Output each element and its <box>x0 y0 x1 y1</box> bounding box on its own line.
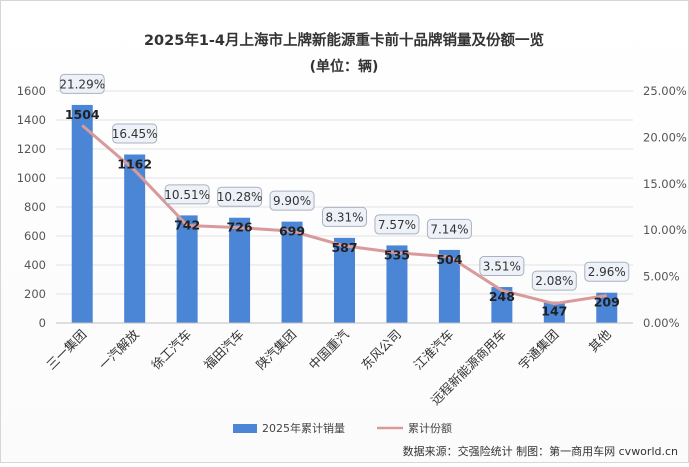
bar-value-label: 535 <box>384 247 410 262</box>
y-left-tick-label: 1600 <box>17 84 46 98</box>
y-right-tick-label: 10.00% <box>643 223 687 237</box>
share-value-label: 8.31% <box>325 210 363 224</box>
y-right-tick-label: 20.00% <box>643 130 687 144</box>
y-left-tick-label: 400 <box>24 258 46 272</box>
y-right-tick-label: 15.00% <box>643 177 687 191</box>
bar <box>281 221 303 323</box>
chart-subtitle: (单位：辆) <box>310 58 379 75</box>
bar <box>438 249 460 323</box>
y-left-tick-label: 800 <box>24 200 46 214</box>
bar <box>176 215 198 323</box>
line-series <box>81 124 608 306</box>
share-value-label: 7.14% <box>430 222 468 236</box>
y-right-tick-label: 0.00% <box>643 316 680 330</box>
x-category-label: 中国重汽 <box>306 326 352 372</box>
share-value-label: 16.45% <box>112 127 158 141</box>
gridlines <box>56 90 633 295</box>
y-left-tick-label: 200 <box>24 287 46 301</box>
share-value-label: 10.51% <box>164 188 210 202</box>
x-category-label: 福田汽车 <box>201 327 247 373</box>
share-label-box <box>426 218 472 239</box>
x-category-label: 三一集团 <box>43 327 89 373</box>
bar <box>386 245 408 323</box>
share-value-label: 21.29% <box>59 77 105 91</box>
y-left-tick-label: 600 <box>24 229 46 243</box>
legend-label-share: 累计份额 <box>408 422 452 435</box>
x-category-label: 陕汽集团 <box>253 327 299 373</box>
y-right-tick-label: 25.00% <box>643 84 687 98</box>
share-label-box <box>322 206 367 227</box>
bar-value-label: 147 <box>541 304 567 319</box>
share-label-box <box>584 261 630 282</box>
bar-series <box>71 104 618 323</box>
legend-label-sales: 2025年累计销量 <box>262 421 345 435</box>
bar-value-label: 209 <box>594 295 620 310</box>
data-labels: 1504 1162 742 726 699 587 535 504 248 147 209 21.29… <box>59 73 630 319</box>
legend-swatch-sales <box>233 424 257 433</box>
share-label-box <box>374 214 420 235</box>
y-left-tick-label: 1200 <box>17 142 46 156</box>
share-label-box <box>217 186 263 207</box>
y-right-tick-label: 5.00% <box>643 270 680 284</box>
x-category-label: 东风公司 <box>358 327 404 373</box>
bar-value-label: 248 <box>489 289 515 304</box>
legend: 2025年累计销量 累计份额 <box>233 421 452 435</box>
share-label-box <box>269 190 315 211</box>
y-left-tick-label: 1000 <box>17 171 46 185</box>
share-value-label: 3.51% <box>483 260 521 274</box>
share-value-label: 2.96% <box>588 265 626 279</box>
share-label-box <box>531 270 577 291</box>
bar <box>124 154 146 323</box>
share-line <box>81 124 608 306</box>
share-label-box <box>59 73 105 94</box>
share-value-label: 10.28% <box>217 190 263 204</box>
bar-value-label: 1162 <box>117 157 152 172</box>
share-value-label: 7.57% <box>378 218 416 232</box>
x-category-label: 其他 <box>586 326 615 355</box>
y-left-tick-label: 1400 <box>17 113 46 127</box>
bar <box>596 292 618 323</box>
bar <box>491 287 513 323</box>
y-left-tick-label: 0 <box>39 316 46 330</box>
bar-value-label: 742 <box>174 217 200 232</box>
bar <box>71 104 93 323</box>
share-label-box <box>112 123 158 144</box>
x-category-label: 一汽解放 <box>96 326 142 372</box>
bar <box>543 301 565 323</box>
share-value-label: 9.90% <box>273 194 311 208</box>
x-category-label: 宇通集团 <box>515 327 561 373</box>
bar <box>229 217 251 323</box>
bar-value-label: 699 <box>279 224 305 239</box>
chart-title: 2025年1-4月上海市上牌新能源重卡前十品牌销量及份额一览 <box>144 31 544 49</box>
x-category-label: 江淮汽车 <box>411 327 457 373</box>
source-note: 数据来源：交强险统计 制图：第一商用车网 cvworld.cn <box>403 444 678 458</box>
bar-value-label: 1504 <box>65 107 100 122</box>
share-label-box <box>164 184 210 205</box>
bar-value-label: 587 <box>331 240 357 255</box>
share-value-label: 2.08% <box>535 274 573 288</box>
share-label-box <box>479 256 525 277</box>
x-category-label: 徐工汽车 <box>148 327 194 373</box>
bar-value-label: 726 <box>227 220 253 235</box>
bar <box>334 237 355 323</box>
bar-value-label: 504 <box>436 252 462 267</box>
